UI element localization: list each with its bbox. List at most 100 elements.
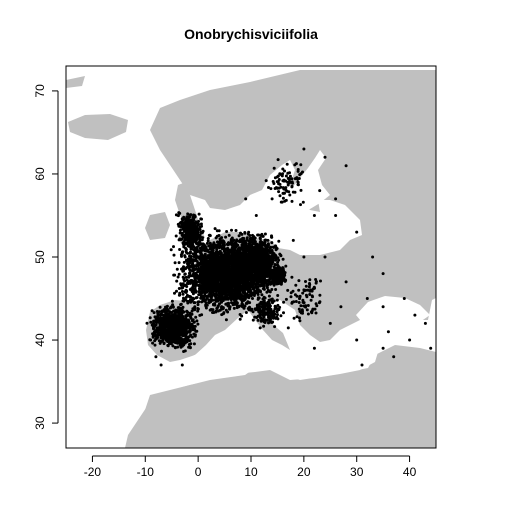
occurrence-point (219, 254, 223, 258)
occurrence-point (281, 257, 285, 261)
occurrence-point (195, 329, 199, 333)
occurrence-point (174, 322, 178, 326)
occurrence-point (245, 266, 249, 270)
occurrence-point (184, 298, 187, 302)
occurrence-point (258, 263, 262, 267)
occurrence-point (160, 349, 163, 353)
occurrence-point (275, 315, 279, 319)
occurrence-point (168, 318, 172, 322)
occurrence-point (247, 282, 251, 286)
occurrence-point (182, 343, 186, 347)
occurrence-point (207, 301, 211, 305)
occurrence-point (272, 299, 276, 303)
occurrence-point (269, 317, 273, 321)
occurrence-point (209, 257, 213, 261)
occurrence-point (237, 253, 241, 256)
occurrence-point (169, 327, 173, 331)
occurrence-point (196, 255, 200, 259)
occurrence-point (194, 315, 198, 319)
occurrence-point (253, 251, 257, 255)
occurrence-point (201, 261, 205, 265)
occurrence-point (247, 258, 251, 262)
occurrence-point (171, 344, 175, 348)
occurrence-point (213, 275, 217, 279)
occurrence-point (258, 271, 262, 274)
occurrence-point (206, 249, 210, 253)
occurrence-point (198, 262, 201, 266)
occurrence-point (206, 265, 210, 269)
occurrence-point (264, 238, 268, 242)
occurrence-point (184, 332, 188, 336)
occurrence-point (241, 269, 245, 273)
occurrence-point (160, 335, 164, 339)
occurrence-point (234, 297, 238, 301)
occurrence-point (274, 288, 278, 291)
occurrence-point (243, 247, 247, 251)
occurrence-point (214, 292, 218, 296)
occurrence-point (190, 312, 194, 316)
occurrence-point (246, 232, 250, 236)
occurrence-point (247, 252, 251, 256)
occurrence-point (168, 310, 172, 314)
occurrence-point (257, 243, 261, 247)
occurrence-point (277, 308, 281, 312)
occurrence-point (182, 296, 185, 300)
occurrence-point (219, 298, 223, 302)
occurrence-point (267, 263, 271, 266)
occurrence-point (172, 253, 176, 257)
occurrence-point (210, 263, 214, 267)
occurrence-point (191, 237, 195, 241)
occurrence-point (236, 283, 240, 287)
occurrence-point (258, 237, 262, 241)
occurrence-point (158, 341, 162, 345)
occurrence-point (175, 289, 178, 293)
occurrence-point (206, 262, 210, 266)
occurrence-point (203, 273, 207, 277)
occurrence-point (214, 243, 218, 247)
occurrence-point (261, 273, 265, 277)
occurrence-point (255, 303, 259, 307)
occurrence-point (174, 310, 177, 314)
occurrence-point (269, 298, 273, 302)
occurrence-point (179, 237, 183, 241)
occurrence-point (200, 269, 204, 273)
occurrence-point (270, 254, 274, 258)
occurrence-point (202, 248, 206, 252)
occurrence-point (223, 250, 227, 253)
occurrence-point (192, 283, 196, 287)
occurrence-point (282, 311, 285, 315)
occurrence-point (249, 261, 253, 264)
occurrence-point (199, 231, 203, 235)
occurrence-point (193, 237, 197, 241)
occurrence-point (230, 228, 233, 232)
occurrence-point (189, 298, 192, 302)
occurrence-point (237, 234, 241, 238)
occurrence-point (181, 269, 185, 273)
occurrence-point (211, 243, 215, 247)
occurrence-point (185, 259, 189, 263)
occurrence-point (178, 343, 182, 347)
occurrence-point (243, 298, 247, 302)
occurrence-point (178, 248, 182, 251)
occurrence-point (251, 269, 255, 273)
occurrence-point (269, 249, 273, 253)
occurrence-point (256, 291, 260, 295)
occurrence-point (209, 276, 213, 279)
occurrence-point (184, 291, 188, 294)
occurrence-point (264, 243, 267, 247)
occurrence-point (220, 279, 224, 283)
occurrence-point (261, 317, 265, 321)
occurrence-point (193, 305, 197, 309)
occurrence-point (200, 291, 203, 295)
occurrence-point (171, 305, 175, 309)
occurrence-point (211, 248, 215, 252)
occurrence-point (258, 260, 262, 264)
occurrence-point (208, 241, 212, 245)
occurrence-point (173, 346, 177, 350)
occurrence-point (160, 309, 164, 313)
occurrence-point (235, 304, 239, 307)
occurrence-point (180, 330, 184, 333)
occurrence-point (176, 275, 180, 279)
occurrence-point (224, 273, 228, 277)
occurrence-point (224, 318, 228, 322)
